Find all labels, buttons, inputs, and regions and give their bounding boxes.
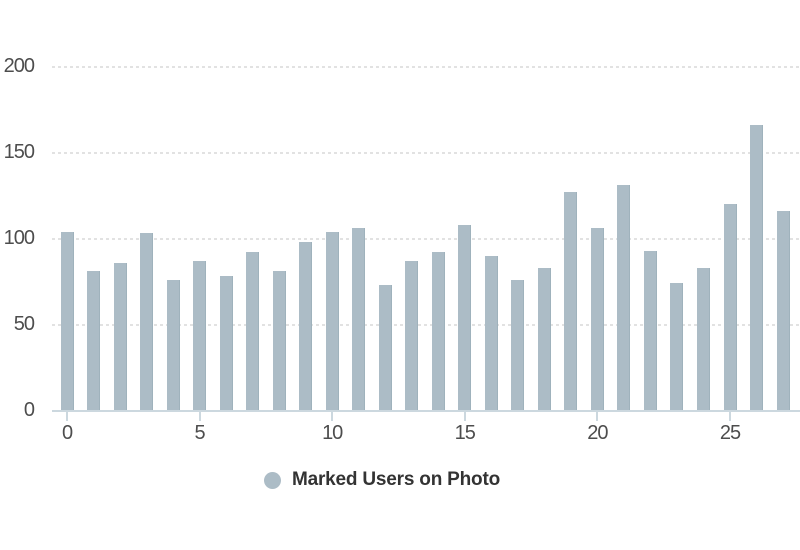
bar-x7[interactable] — [246, 252, 260, 411]
x-axis-label: 15 — [454, 421, 476, 444]
gridline-y150 — [52, 151, 800, 154]
bar-x25[interactable] — [723, 204, 737, 411]
gridline-y200 — [52, 65, 800, 68]
bar-x2[interactable] — [113, 262, 127, 411]
x-axis-tick — [596, 411, 599, 421]
gridline-y100 — [52, 237, 800, 240]
legend-label: Marked Users on Photo — [291, 469, 500, 490]
x-axis-label: 0 — [61, 421, 73, 444]
x-axis-tick — [198, 411, 201, 421]
x-axis-label: 25 — [719, 421, 741, 444]
bar-x24[interactable] — [696, 267, 710, 411]
legend-item[interactable]: Marked Users on Photo — [0, 467, 782, 493]
bar-x23[interactable] — [670, 283, 684, 411]
x-axis-label: 10 — [322, 421, 343, 444]
x-axis-tick — [331, 411, 334, 421]
bar-x26[interactable] — [750, 124, 764, 411]
bar-x10[interactable] — [325, 231, 339, 411]
bar-x21[interactable] — [617, 185, 631, 411]
x-axis-label: 5 — [194, 421, 206, 444]
bar-x1[interactable] — [87, 271, 101, 411]
bar-x22[interactable] — [643, 250, 657, 411]
bar-x14[interactable] — [431, 252, 445, 411]
y-axis-label: 150 — [3, 140, 35, 163]
x-axis-tick — [66, 411, 68, 421]
bar-x9[interactable] — [299, 241, 313, 411]
x-axis-line — [52, 409, 800, 412]
bar-x18[interactable] — [537, 267, 551, 411]
bar-x27[interactable] — [776, 210, 790, 411]
bar-x20[interactable] — [590, 228, 604, 411]
x-axis-tick — [729, 411, 731, 421]
bar-x0[interactable] — [60, 231, 74, 411]
y-axis-label: 100 — [3, 226, 35, 249]
bar-x12[interactable] — [378, 284, 392, 411]
y-axis-label: 50 — [13, 312, 35, 335]
bar-x16[interactable] — [484, 255, 498, 411]
bar-x13[interactable] — [405, 260, 419, 411]
bar-x17[interactable] — [511, 279, 525, 411]
bar-x6[interactable] — [219, 276, 233, 411]
legend-marker-icon — [263, 471, 281, 489]
bar-x19[interactable] — [564, 192, 578, 411]
bar-x4[interactable] — [166, 279, 180, 411]
y-axis-label: 200 — [3, 54, 35, 77]
bar-x11[interactable] — [352, 228, 366, 411]
x-axis-tick — [463, 411, 466, 421]
bar-x8[interactable] — [272, 271, 286, 411]
bar-x3[interactable] — [140, 233, 154, 411]
x-axis-label: 20 — [587, 421, 608, 444]
gridline-y50 — [52, 323, 800, 326]
bar-x15[interactable] — [458, 224, 472, 411]
bar-x5[interactable] — [193, 260, 207, 411]
y-axis-label: 0 — [23, 398, 35, 421]
